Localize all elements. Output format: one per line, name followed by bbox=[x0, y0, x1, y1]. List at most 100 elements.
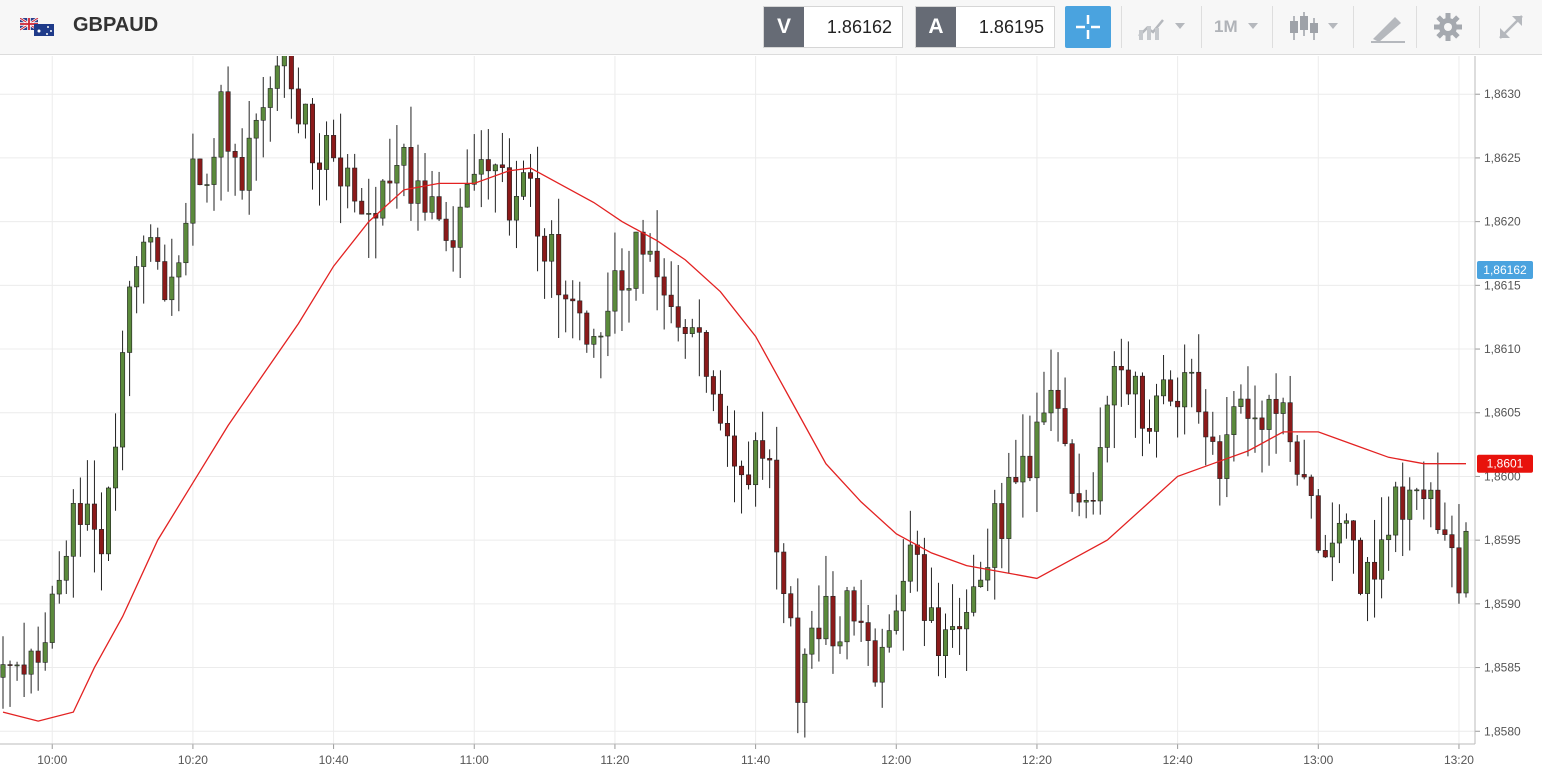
candle-body bbox=[478, 159, 484, 175]
candle-body bbox=[1329, 542, 1335, 558]
candle-body bbox=[260, 107, 266, 121]
drawing-tools-button[interactable] bbox=[1365, 6, 1409, 48]
y-tick-label: 1,8580 bbox=[1484, 724, 1521, 738]
candle-body bbox=[893, 610, 899, 631]
x-tick-label: 10:40 bbox=[319, 753, 349, 767]
candle bbox=[1203, 389, 1209, 466]
timeframe-label: 1M bbox=[1214, 17, 1238, 36]
candle bbox=[1456, 504, 1462, 604]
candle bbox=[352, 153, 358, 213]
buy-price-button[interactable]: A 1.86195 bbox=[915, 6, 1055, 48]
candle bbox=[668, 261, 674, 324]
candle bbox=[520, 160, 526, 200]
candle-body bbox=[816, 627, 822, 640]
candle-body bbox=[1343, 520, 1349, 524]
candle-body bbox=[380, 180, 386, 219]
candle bbox=[872, 628, 878, 687]
candle bbox=[492, 163, 498, 213]
candle-body bbox=[1154, 395, 1160, 432]
candle-body bbox=[837, 641, 843, 647]
candle bbox=[267, 76, 273, 142]
chart-type-button[interactable] bbox=[1133, 6, 1193, 48]
candle-body bbox=[710, 376, 716, 395]
candle-body bbox=[1041, 412, 1047, 423]
candle bbox=[246, 101, 252, 215]
candle bbox=[1139, 372, 1145, 457]
candle bbox=[1238, 384, 1244, 414]
candle-body bbox=[506, 167, 512, 221]
settings-button[interactable] bbox=[1428, 6, 1472, 48]
sell-price-button[interactable]: V 1.86162 bbox=[763, 6, 903, 48]
candle bbox=[1083, 489, 1089, 519]
candle-body bbox=[1407, 489, 1413, 520]
candle bbox=[197, 158, 203, 186]
candle bbox=[49, 585, 55, 649]
candle bbox=[781, 543, 787, 624]
candle bbox=[506, 138, 512, 236]
candle bbox=[1414, 487, 1420, 510]
candle bbox=[724, 405, 730, 467]
candle-body bbox=[767, 458, 773, 461]
candle-body bbox=[992, 503, 998, 568]
moving-average-line bbox=[2, 167, 1466, 722]
candle bbox=[1259, 400, 1265, 473]
candle bbox=[1280, 397, 1286, 435]
candle bbox=[485, 129, 491, 200]
price-chart[interactable]: 1,8580 1,8585 1,8590 1,8595 1,8600 1,8605 1,86… bbox=[0, 56, 1542, 780]
candlestick-type-button[interactable] bbox=[1284, 6, 1346, 48]
candle-body bbox=[605, 310, 611, 337]
candle bbox=[1062, 377, 1068, 447]
candle-body bbox=[1224, 434, 1230, 479]
candle-body bbox=[162, 261, 168, 301]
candle-body bbox=[612, 270, 618, 312]
candle-body bbox=[724, 422, 730, 437]
candle-body bbox=[127, 286, 133, 353]
candle bbox=[1442, 502, 1448, 541]
candle bbox=[865, 604, 871, 666]
timeframe-button[interactable] bbox=[1206, 6, 1266, 48]
uk-australia-flag-icon bbox=[20, 18, 54, 36]
candle-body bbox=[14, 664, 20, 667]
candle-body bbox=[106, 487, 112, 555]
candle bbox=[148, 224, 154, 262]
candle-body bbox=[345, 167, 351, 187]
candle bbox=[1372, 519, 1378, 618]
candle-body bbox=[1245, 398, 1251, 419]
candle-body bbox=[1421, 489, 1427, 500]
candle-body bbox=[921, 554, 927, 621]
candle bbox=[703, 330, 709, 393]
candle-body bbox=[900, 580, 906, 612]
candle-body bbox=[1118, 366, 1124, 371]
candle-body bbox=[985, 567, 991, 581]
candle-body bbox=[1196, 371, 1202, 413]
candle-body bbox=[113, 446, 119, 489]
candle bbox=[858, 579, 864, 642]
candle-body bbox=[1139, 375, 1145, 429]
candle-body bbox=[1379, 539, 1385, 580]
candle-body bbox=[661, 276, 667, 296]
candle bbox=[1132, 371, 1138, 438]
candle-body bbox=[717, 393, 723, 424]
crosshair-button[interactable] bbox=[1065, 6, 1111, 48]
candle-body bbox=[865, 622, 871, 641]
fullscreen-button[interactable] bbox=[1490, 6, 1534, 48]
x-tick-label: 12:20 bbox=[1022, 753, 1052, 767]
candle bbox=[647, 233, 653, 262]
candle-body bbox=[120, 352, 126, 448]
candle-body bbox=[302, 103, 308, 125]
candle bbox=[359, 188, 365, 215]
x-tick-label: 11:20 bbox=[600, 753, 629, 767]
grid bbox=[0, 56, 1475, 744]
candle-body bbox=[577, 300, 583, 314]
candle bbox=[183, 202, 189, 276]
candle bbox=[1393, 481, 1399, 553]
candle bbox=[816, 585, 822, 662]
candle-body bbox=[1357, 539, 1363, 594]
candle-body bbox=[1294, 441, 1300, 475]
candle bbox=[1273, 373, 1279, 454]
x-tick-label: 10:20 bbox=[178, 753, 208, 767]
candle bbox=[1350, 520, 1356, 574]
candle-body bbox=[1013, 477, 1019, 483]
candle bbox=[14, 661, 20, 681]
candle bbox=[394, 125, 400, 209]
